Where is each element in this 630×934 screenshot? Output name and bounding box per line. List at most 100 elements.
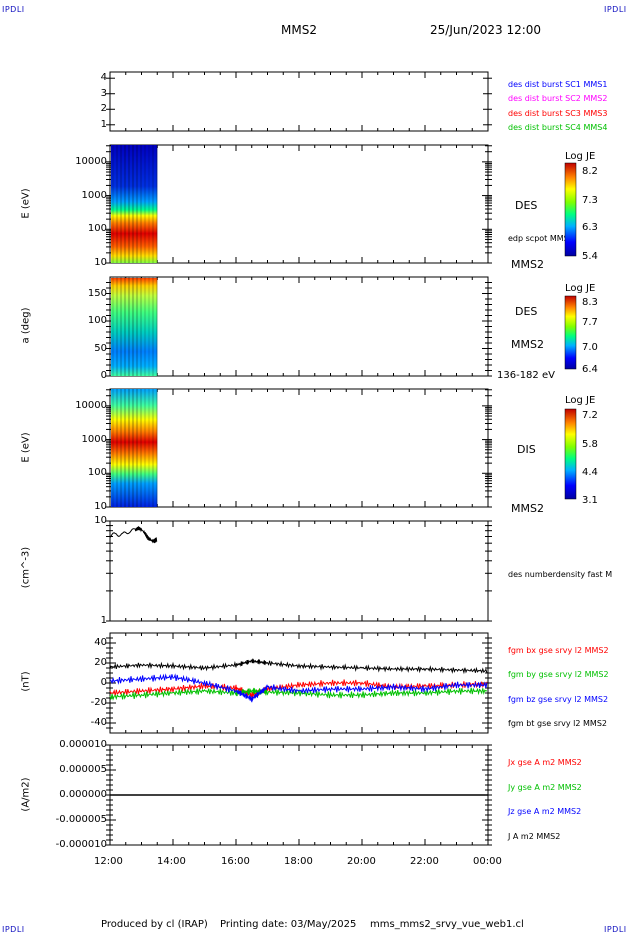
colorbar-tick: 7.3 — [582, 195, 598, 206]
y-tick-label: -0.000005 — [55, 814, 107, 825]
legend-j: J A m2 MMS2 — [508, 832, 561, 841]
spectrogram-texture — [148, 145, 150, 263]
colorbar-tick: 7.2 — [582, 410, 598, 421]
data-lines — [109, 526, 488, 796]
corner-mark-tr: IPDLI — [604, 5, 627, 14]
y-tick-label: 150 — [87, 287, 107, 299]
panel-frame — [109, 144, 489, 264]
colorbar-1 — [564, 295, 577, 370]
y-tick-label: 1000 — [81, 189, 107, 201]
panel-frame — [109, 71, 489, 132]
spectrogram-texture — [156, 389, 158, 507]
spectrogram-texture — [116, 277, 118, 376]
y-tick-label: 100 — [87, 223, 107, 235]
x-tick-label: 00:00 — [473, 856, 502, 867]
legend-burst-sc4: des dist burst SC4 MMS4 — [508, 123, 608, 132]
spectrogram-texture — [116, 145, 118, 263]
colorbar-title-dis-energy: Log JE — [565, 395, 596, 406]
spectrogram-texture — [144, 277, 146, 376]
spectrogram-texture — [148, 277, 150, 376]
y-tick-label: 3 — [100, 87, 107, 99]
spectrogram-texture — [132, 145, 134, 263]
y-tick-label: 0.000005 — [59, 764, 107, 775]
y-tick-label: 50 — [94, 342, 107, 354]
colorbar-tick: 8.3 — [582, 297, 598, 308]
colorbar-tick: 4.4 — [582, 467, 598, 478]
y-tick-label: 100 — [87, 467, 107, 479]
footer-produced-by: Produced by cl (IRAP) — [101, 919, 208, 930]
y-tick-label: 40 — [94, 637, 107, 648]
legend-fgm-bx: fgm bx gse srvy l2 MMS2 — [508, 646, 609, 655]
colorbars — [564, 162, 577, 500]
colorbar-0 — [564, 162, 577, 257]
y-tick-label: -20 — [90, 697, 107, 708]
y-tick-label: 0.000010 — [59, 739, 107, 750]
y-tick-label: 1 — [100, 615, 107, 626]
energy-range-label: 136-182 eV — [497, 370, 555, 381]
edp-scpot-label: edp scpot MMS2 — [508, 234, 574, 243]
spectrogram-texture — [120, 277, 122, 376]
colorbar-tick: 8.2 — [582, 166, 598, 177]
spectrogram-texture — [148, 389, 150, 507]
spectrogram-texture — [124, 389, 126, 507]
x-tick-label: 18:00 — [284, 856, 313, 867]
y-tick-label: 10000 — [75, 155, 107, 167]
y-tick-label: 4 — [100, 72, 107, 84]
spectrogram-texture — [152, 389, 154, 507]
spectrogram-texture — [140, 145, 142, 263]
colorbar-2 — [564, 408, 577, 500]
dis-label: DIS — [517, 443, 536, 456]
colorbar-tick: 5.8 — [582, 439, 598, 450]
datetime-title: 25/Jun/2023 12:00 — [430, 23, 542, 37]
spectrogram-texture — [136, 389, 138, 507]
des-pitch-spectrogram — [111, 278, 158, 376]
mms2-label-des-energy: MMS2 — [511, 258, 544, 271]
spectrogram-texture — [136, 145, 138, 263]
mms2-label-dis-energy: MMS2 — [511, 502, 544, 515]
colorbar-tick: 7.0 — [582, 342, 598, 353]
colorbar-tick: 5.4 — [582, 251, 598, 262]
spectrogram-texture — [152, 277, 154, 376]
spectrogram-texture — [156, 277, 158, 376]
colorbar-title-des-pitch: Log JE — [565, 283, 596, 294]
x-tick-label: 16:00 — [221, 856, 250, 867]
y-tick-label: -0.000010 — [55, 839, 107, 850]
des-energy-spectrogram — [111, 145, 158, 263]
spectrogram-texture — [132, 389, 134, 507]
corner-mark-bl: IPDLI — [2, 925, 25, 934]
x-tick-label: 12:00 — [94, 856, 123, 867]
density-label: des numberdensity fast M — [508, 570, 613, 579]
bfield-line-bt — [109, 658, 488, 675]
y-tick-label: 10 — [94, 501, 107, 512]
y-tick-label: 1 — [100, 118, 107, 130]
colorbar-tick: 7.7 — [582, 317, 598, 328]
legend-burst-sc1: des dist burst SC1 MMS1 — [508, 80, 608, 89]
spectrogram-texture — [124, 277, 126, 376]
corner-mark-tl: IPDLI — [2, 5, 25, 14]
y-tick-label: 10 — [94, 257, 107, 268]
x-tick-label: 14:00 — [157, 856, 186, 867]
y-tick-label: 0 — [100, 677, 107, 688]
spectrogram-texture — [112, 145, 114, 263]
spectrogram-texture — [144, 389, 146, 507]
panel-frames — [106, 71, 492, 846]
spectrogram-blocks — [111, 145, 158, 507]
y-tick-label: 1000 — [81, 433, 107, 445]
bfield-line-by — [109, 687, 488, 701]
spectrogram-texture — [116, 389, 118, 507]
spectrogram-texture — [128, 277, 130, 376]
spectrogram-texture — [140, 389, 142, 507]
spacecraft-title: MMS2 — [281, 23, 317, 37]
y-tick-label: 10 — [94, 515, 107, 526]
colorbar-tick: 6.4 — [582, 364, 598, 375]
y-tick-label: 100 — [87, 315, 107, 326]
density-line — [109, 526, 158, 544]
colorbar-tick: 6.3 — [582, 222, 598, 233]
y-tick-label: 0 — [100, 370, 107, 381]
legend-fgm-bt: fgm bt gse srvy l2 MMS2 — [508, 719, 607, 728]
panel-frame — [109, 632, 489, 734]
y-tick-label: 2 — [100, 103, 107, 115]
spectrogram-texture — [112, 389, 114, 507]
spectrogram-texture — [156, 145, 158, 263]
